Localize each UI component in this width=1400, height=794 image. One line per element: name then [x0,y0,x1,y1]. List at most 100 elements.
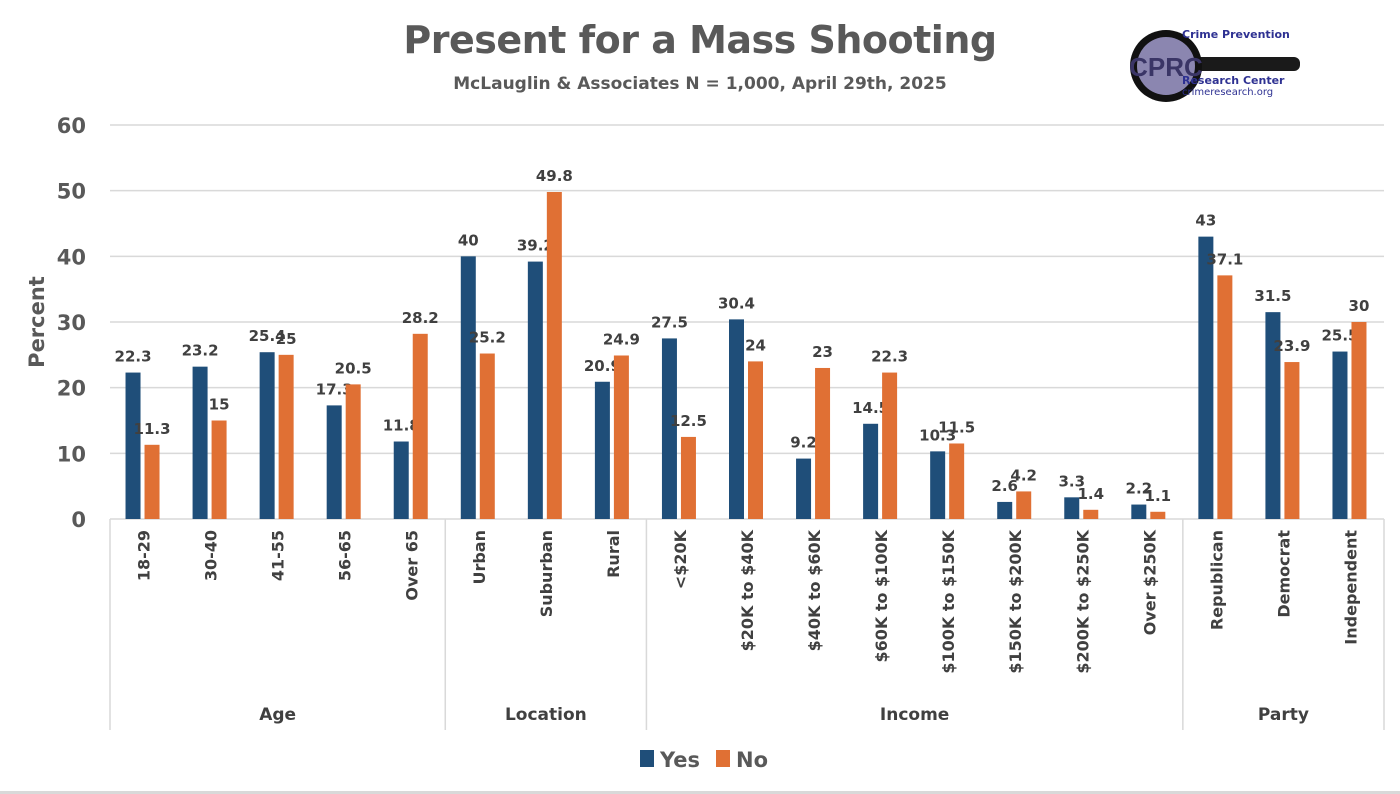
bar-no [680,436,696,519]
x-tick-label: Urban [470,530,489,585]
y-tick-label: 20 [57,377,86,401]
data-label-no: 1.1 [1145,487,1172,505]
bar-no [278,354,294,519]
data-label-no: 12.5 [670,412,707,430]
data-label-yes: 3.3 [1058,472,1085,490]
bar-no [211,420,227,519]
data-label-no: 23.9 [1273,337,1310,355]
data-label-yes: 2.6 [991,477,1018,495]
y-tick-label: 30 [57,311,86,335]
group-label: Party [1258,705,1309,725]
bar-yes [125,372,141,519]
y-tick-label: 40 [57,245,86,269]
data-label-yes: 25.4 [249,327,286,345]
bar-no [1351,322,1367,519]
data-label-no: 15 [209,396,230,414]
data-label-yes: 27.5 [651,313,688,331]
x-tick-label: Over 65 [403,530,422,601]
bar-yes [1198,236,1214,519]
bar-yes [326,405,342,519]
data-label-yes: 2.2 [1126,480,1153,498]
magnifying-glass-icon: CPRC [1129,30,1300,102]
legend-label-yes: Yes [659,748,700,772]
x-tick-label: $150K to $200K [1006,529,1025,673]
data-label-no: 24.9 [603,330,640,348]
bar-yes [192,366,208,519]
data-label-yes: 20.9 [584,357,621,375]
data-label-no: 1.4 [1077,485,1104,503]
bar-no [1083,509,1099,519]
x-tick-label: Independent [1341,530,1360,645]
bar-no [412,333,428,519]
data-label-no: 25 [276,330,297,348]
x-tick-label: Democrat [1274,530,1293,618]
data-label-no: 24 [745,336,766,354]
x-tick-label: $200K to $250K [1073,529,1092,673]
bar-yes [1265,312,1281,519]
bar-yes [661,338,677,519]
data-label-yes: 10.3 [919,426,956,444]
x-tick-label: 56-65 [336,530,355,581]
bar-no [748,361,763,519]
logo-line-1: Crime Prevention [1182,28,1290,41]
bar-no [479,353,495,519]
data-label-yes: 31.5 [1254,287,1291,305]
bar-no [345,384,361,519]
bar-yes [729,319,744,519]
data-label-yes: 25.5 [1321,327,1358,345]
bar-no [949,443,965,519]
data-label-no: 22.3 [871,348,908,366]
x-tick-label: Over $250K [1140,529,1159,635]
data-label-yes: 14.5 [852,399,889,417]
bar-yes [997,501,1013,519]
bottom-divider [0,791,1400,794]
data-label-yes: 23.2 [182,342,219,360]
y-tick-label: 50 [57,180,86,204]
bar-no [144,444,160,519]
legend-swatch-no [716,750,730,767]
group-label: Age [259,705,296,725]
data-label-no: 37.1 [1206,250,1243,268]
data-label-yes: 43 [1195,212,1216,230]
logo-mark: CPRC [1129,52,1203,82]
data-label-no: 30 [1349,297,1370,315]
bar-yes [460,256,476,519]
bar-yes [930,451,946,519]
bar-no [546,191,562,520]
legend-swatch-yes [640,750,654,767]
x-tick-label: $60K to $100K [872,529,891,662]
data-label-no: 23 [812,343,833,361]
data-label-no: 11.5 [938,418,975,436]
bar-yes [863,423,879,519]
data-label-no: 20.5 [335,359,372,377]
bar-yes [594,381,610,519]
data-label-yes: 40 [458,231,479,249]
bar-yes [1131,504,1147,519]
x-tick-label: $20K to $40K [738,529,757,651]
data-label-yes: 11.8 [383,417,420,435]
data-label-no: 11.3 [134,420,171,438]
x-tick-label: <$20K [671,529,690,589]
x-tick-label: 41-55 [269,530,288,581]
cprc-logo: CPRC Crime Prevention Research Center cr… [1128,26,1338,110]
x-tick-label: 18-29 [135,530,154,581]
data-label-no: 4.2 [1010,466,1037,484]
x-tick-label: Republican [1207,530,1226,630]
bar-no [1284,362,1300,519]
x-tick-label: $40K to $60K [805,529,824,651]
x-tick-label: $100K to $150K [939,529,958,673]
x-tick-label: 30-40 [202,530,221,581]
bar-no [1150,511,1166,519]
legend-label-no: No [736,748,768,772]
logo-line-3: crimeresearch.org [1182,87,1274,98]
data-label-yes: 30.4 [718,294,755,312]
bar-no [815,367,831,519]
data-label-no: 49.8 [536,167,573,185]
bar-no [1016,491,1032,519]
bar-yes [1332,351,1348,519]
bar-yes [1064,497,1080,519]
data-label-yes: 39.2 [517,237,554,255]
bar-yes [393,441,409,519]
x-tick-label: Rural [604,530,623,578]
